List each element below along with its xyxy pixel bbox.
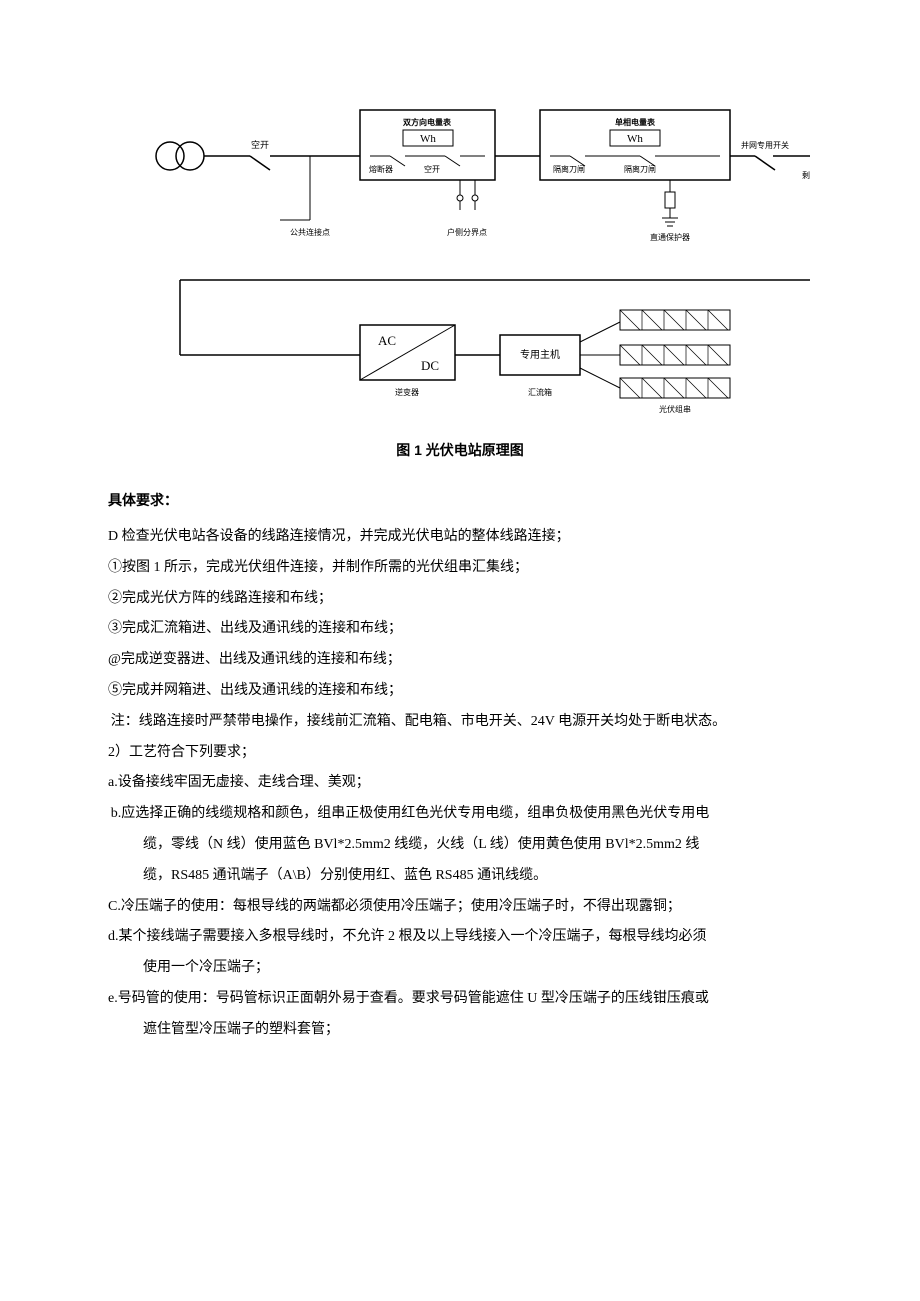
meter2-title: 单相电量表: [615, 117, 656, 127]
para-d: D 检查光伏电站各设备的线路连接情况，并完成光伏电站的整体线路连接；: [80, 522, 840, 553]
para-b-1: b.应选择正确的线缆规格和颜色，组串正极使用红色光伏专用电缆，组串负极使用黑色光…: [80, 799, 840, 830]
pv-array-1: [620, 310, 730, 330]
fuse-label: 熔断器: [369, 164, 393, 174]
para-2: 2）工艺符合下列要求；: [80, 738, 840, 769]
para-b-3: 缆，RS485 通讯端子（A\B）分别使用红、蓝色 RS485 通讯线缆。: [80, 861, 840, 892]
grid-box-label: 公共连接点: [290, 227, 330, 237]
switch1-label: 隔离刀闸: [553, 164, 585, 174]
pv-array-3: [620, 378, 730, 398]
pv-station-diagram: 双方向电量表 Wh 熔断器 空开 单相电量表 Wh 隔离刀闸 隔离刀闸 空开: [110, 100, 810, 420]
pv-array-2: [620, 345, 730, 365]
svg-text:隔离刀闸: 隔离刀闸: [624, 164, 656, 174]
para-e-1: e.号码管的使用：号码管标识正面朝外易于查看。要求号码管能遮住 U 型冷压端子的…: [80, 984, 840, 1015]
para-step3: ③完成汇流箱进、出线及通讯线的连接和布线；: [80, 614, 840, 645]
requirements-heading: 具体要求：: [80, 490, 840, 510]
switch3-label: 并网专用开关: [741, 140, 789, 150]
combiner-label: 汇流箱: [528, 387, 552, 397]
para-note: 注：线路连接时严禁带电操作，接线前汇流箱、配电箱、市电开关、24V 电源开关均处…: [80, 707, 840, 738]
diagram-caption: 图 1 光伏电站原理图: [80, 440, 840, 460]
para-step4: @完成逆变器进、出线及通讯线的连接和布线；: [80, 645, 840, 676]
para-d-2: 使用一个冷压端子；: [80, 953, 840, 984]
protector-label: 剩余电流保护器: [802, 170, 810, 180]
meter1-wh: Wh: [420, 133, 436, 145]
inverter-dc: DC: [421, 358, 439, 373]
para-step5: ⑤完成并网箱进、出线及通讯线的连接和布线；: [80, 676, 840, 707]
inverter-ac: AC: [378, 333, 396, 348]
spd-label: 直通保护器: [650, 232, 690, 242]
breaker1-label: 空开: [251, 139, 269, 150]
para-b-2: 缆，零线（N 线）使用蓝色 BVl*2.5mm2 线缆，火线（L 线）使用黄色使…: [80, 830, 840, 861]
para-step2: ②完成光伏方阵的线路连接和布线；: [80, 584, 840, 615]
pv-label: 光伏组串: [659, 404, 691, 414]
meter2-wh: Wh: [627, 133, 643, 145]
inverter-label: 逆变器: [395, 387, 419, 397]
para-c: C.冷压端子的使用：每根导线的两端都必须使用冷压端子；使用冷压端子时，不得出现露…: [80, 892, 840, 923]
para-d-1: d.某个接线端子需要接入多根导线时，不允许 2 根及以上导线接入一个冷压端子，每…: [80, 922, 840, 953]
combiner-name: 专用主机: [520, 348, 560, 361]
breaker2-label: 空开: [424, 164, 440, 174]
para-step1: ①按图 1 所示，完成光伏组件连接，并制作所需的光伏组串汇集线；: [80, 553, 840, 584]
diagram-container: 双方向电量表 Wh 熔断器 空开 单相电量表 Wh 隔离刀闸 隔离刀闸 空开: [80, 100, 840, 420]
user-box-label: 户侧分界点: [447, 227, 487, 237]
meter1-title: 双方向电量表: [403, 117, 452, 127]
para-a: a.设备接线牢固无虚接、走线合理、美观；: [80, 768, 840, 799]
para-e-2: 遮住管型冷压端子的塑料套管；: [80, 1015, 840, 1046]
